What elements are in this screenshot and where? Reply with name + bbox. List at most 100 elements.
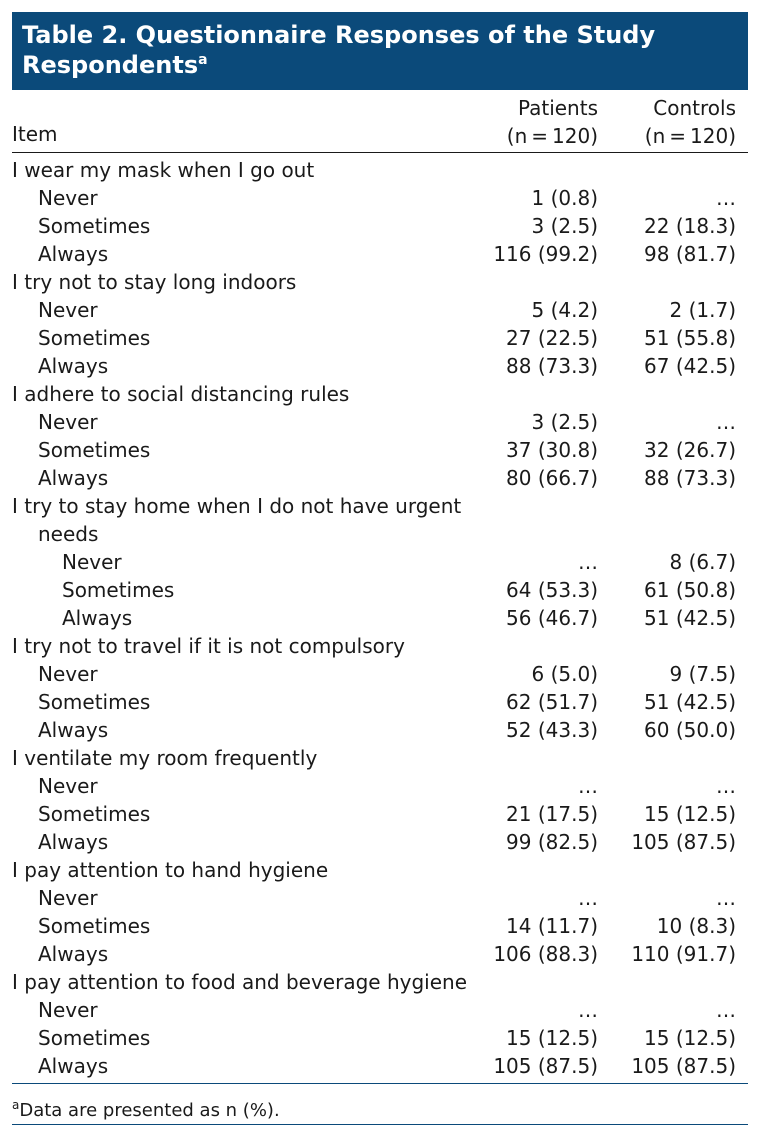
header-controls-n: (n = 120) [644,124,736,148]
table-row: Sometimes 37 (30.8) 32 (26.7) [12,436,748,464]
patients-value: 99 (82.5) [506,830,598,854]
controls-value: 8 (6.7) [669,550,737,574]
response-label: Never [38,998,98,1022]
table-row: Always 80 (66.7) 88 (73.3) [12,464,748,492]
table-row: Always 99 (82.5) 105 (87.5) [12,828,748,856]
patients-value: 15 (12.5) [506,1026,598,1050]
title-footnote-marker: a [198,52,208,68]
patients-value: 14 (11.7) [506,914,598,938]
patients-value: 116 (99.2) [493,242,598,266]
table-row: Sometimes 27 (22.5) 51 (55.8) [12,324,748,352]
question-label: needs [38,522,99,546]
response-label: Never [38,410,98,434]
table-row: Sometimes 62 (51.7) 51 (42.5) [12,688,748,716]
table-row: Never…… [12,884,748,912]
table-header: Item Patients (n = 120) Controls (n = 12… [12,92,748,152]
response-label: Always [38,1054,109,1078]
table-row: Always 52 (43.3) 60 (50.0) [12,716,748,744]
controls-value: 61 (50.8) [644,578,736,602]
response-label: Sometimes [38,914,151,938]
question-label: I pay attention to food and beverage hyg… [12,970,467,994]
controls-value: 67 (42.5) [644,354,736,378]
table-row: Never … 8 (6.7) [12,548,748,576]
response-label: Never [38,662,98,686]
controls-value: 110 (91.7) [631,942,736,966]
table-row: needs [12,520,748,548]
table-bottom-rule [12,1083,748,1084]
header-patients-name: Patients [517,96,598,120]
footnote-text: Data are presented as n (%). [19,1100,280,1121]
question-row: I try to stay home when I do not have ur… [12,492,748,520]
table-title: Table 2. Questionnaire Responses of the … [12,12,748,90]
controls-value: 105 (87.5) [631,830,736,854]
table-row: Always 116 (99.2) 98 (81.7) [12,240,748,268]
table-row: Sometimes 14 (11.7) 10 (8.3) [12,912,748,940]
question-row: I pay attention to hand hygiene [12,856,748,884]
response-label: Never [38,886,98,910]
table-row: Sometimes 21 (17.5) 15 (12.5) [12,800,748,828]
question-label: I adhere to social distancing rules [12,382,350,406]
controls-value: … [716,998,736,1022]
question-label: I ventilate my room frequently [12,746,318,770]
response-label: Sometimes [38,1026,151,1050]
table-row: Sometimes 15 (12.5) 15 (12.5) [12,1024,748,1052]
header-patients: Patients (n = 120) [507,94,598,150]
table-row: Sometimes 3 (2.5) 22 (18.3) [12,212,748,240]
header-controls-name: Controls [653,96,736,120]
response-label: Sometimes [62,578,175,602]
table-body: I wear my mask when I go out Never 1 (0.8)… [12,156,748,1080]
patients-value: … [578,550,598,574]
patients-value: … [578,998,598,1022]
controls-value: 51 (42.5) [644,606,736,630]
table-row: Always 106 (88.3) 110 (91.7) [12,940,748,968]
controls-value: 88 (73.3) [644,466,736,490]
patients-value: 56 (46.7) [506,606,598,630]
response-label: Always [38,242,109,266]
question-row: I adhere to social distancing rules [12,380,748,408]
response-label: Never [38,298,98,322]
table-row: Never 6 (5.0) 9 (7.5) [12,660,748,688]
table-row: Sometimes 64 (53.3) 61 (50.8) [12,576,748,604]
question-row: I pay attention to food and beverage hyg… [12,968,748,996]
patients-value: 6 (5.0) [531,662,599,686]
controls-value: 15 (12.5) [644,1026,736,1050]
controls-value: 9 (7.5) [669,662,737,686]
table-row: Never 1 (0.8)… [12,184,748,212]
response-label: Always [38,830,109,854]
header-controls: Controls (n = 120) [645,94,736,150]
response-label: Never [38,186,98,210]
response-label: Sometimes [38,690,151,714]
patients-value: 3 (2.5) [531,214,599,238]
question-row: I try not to stay long indoors [12,268,748,296]
controls-value: 98 (81.7) [644,242,736,266]
patients-value: 21 (17.5) [506,802,598,826]
patients-value: 62 (51.7) [506,690,598,714]
response-label: Always [62,606,133,630]
table-row: Never 3 (2.5)… [12,408,748,436]
question-row: I try not to travel if it is not compuls… [12,632,748,660]
table-title-line-2: Respondentsa [22,50,738,80]
response-label: Always [38,718,109,742]
patients-value: 106 (88.3) [493,942,598,966]
table-title-line-1: Table 2. Questionnaire Responses of the … [22,21,656,49]
table-row: Always 88 (73.3) 67 (42.5) [12,352,748,380]
controls-value: … [716,774,736,798]
question-label: I try not to stay long indoors [12,270,297,294]
controls-value: 22 (18.3) [644,214,736,238]
response-label: Always [38,354,109,378]
controls-value: … [716,186,736,210]
table-row: Never…… [12,772,748,800]
controls-value: 60 (50.0) [644,718,736,742]
controls-value: … [716,410,736,434]
response-label: Always [38,942,109,966]
response-label: Sometimes [38,438,151,462]
patients-value: 52 (43.3) [506,718,598,742]
patients-value: 64 (53.3) [506,578,598,602]
response-label: Sometimes [38,214,151,238]
response-label: Never [62,550,122,574]
table-footnote: aData are presented as n (%). [12,1092,280,1124]
controls-value: 15 (12.5) [644,802,736,826]
header-item: Item [12,122,58,146]
question-label: I try to stay home when I do not have ur… [12,494,462,518]
